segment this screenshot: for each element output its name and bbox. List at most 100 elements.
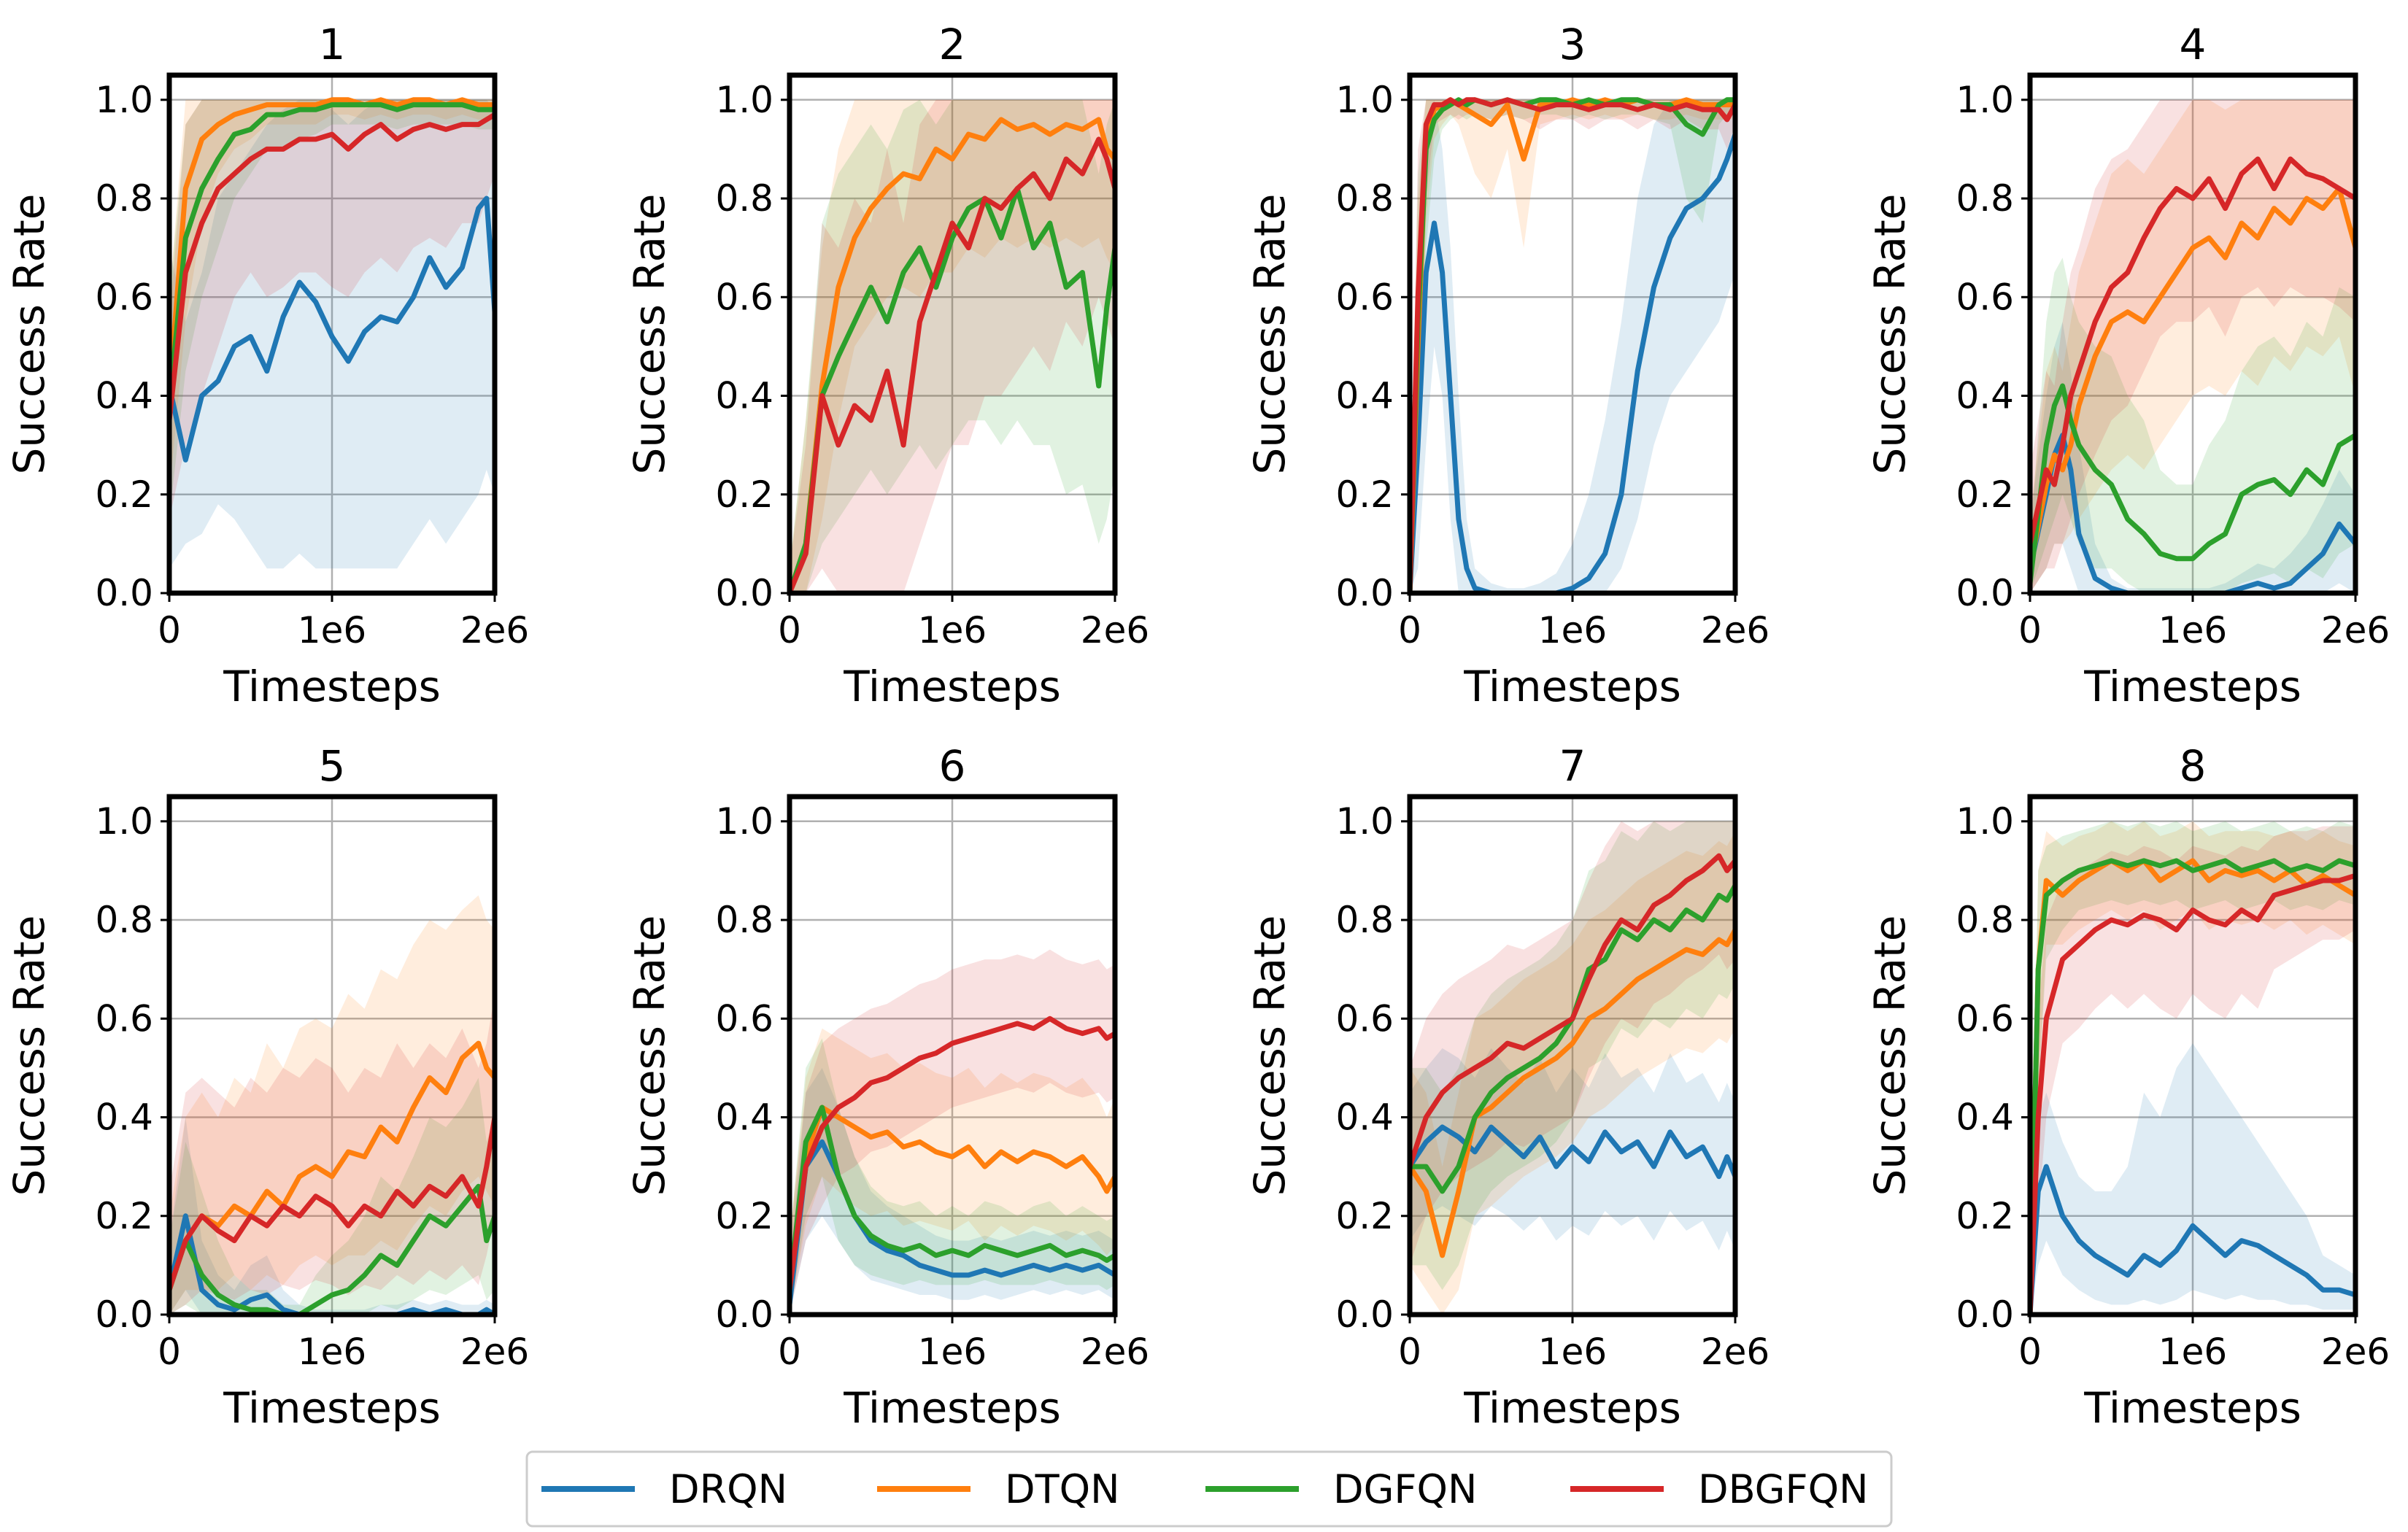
y-tick-label: 0.8 — [1956, 177, 2014, 220]
y-tick-label: 1.0 — [1956, 79, 2014, 121]
subplot-4: 0 1e6 2e6 0.0 0.2 0.4 0.6 0.8 1.0 4 Timesteps Succe… — [1865, 20, 2390, 711]
line-dtqn — [169, 1040, 495, 1293]
line-dgfqn — [169, 1183, 495, 1315]
x-tick-label: 0 — [1398, 1331, 1421, 1373]
line-dgfqn — [790, 186, 1115, 593]
y-axis-label: Success Rate — [4, 916, 54, 1196]
line-dbgfqn — [790, 1015, 1115, 1293]
y-tick-label: 0.0 — [95, 1293, 153, 1336]
subplot-5: 0 1e6 2e6 0.0 0.2 0.4 0.6 0.8 1.0 5 Timesteps Succe… — [4, 741, 529, 1433]
y-axis-label: Success Rate — [1865, 194, 1915, 475]
y-tick-label: 0.6 — [1956, 997, 2014, 1040]
y-tick-label: 0.8 — [1335, 899, 1394, 941]
y-tick-label: 0.2 — [1956, 473, 2014, 516]
y-tick-label: 0.0 — [1956, 1293, 2014, 1336]
line-dgfqn — [1410, 97, 1735, 593]
y-tick-label: 0.0 — [1335, 572, 1394, 614]
x-axis-label: Timesteps — [2083, 662, 2301, 711]
legend: DRQN DTQN DGFQN DBGFQN — [525, 1450, 1893, 1528]
line-dbgfqn — [790, 136, 1115, 593]
y-axis-label: Success Rate — [4, 194, 54, 475]
line-dbgfqn — [169, 112, 495, 423]
y-tick-label: 0.4 — [1956, 1096, 2014, 1139]
x-tick-label: 2e6 — [2321, 609, 2390, 651]
y-tick-label: 1.0 — [715, 79, 773, 121]
x-tick-label: 0 — [778, 1331, 801, 1373]
x-tick-label: 1e6 — [298, 1331, 366, 1373]
x-axis-label: Timesteps — [843, 1383, 1061, 1433]
y-tick-label: 0.4 — [715, 1096, 773, 1139]
legend-entry-drqn: DRQN — [541, 1466, 787, 1512]
y-tick-label: 0.6 — [715, 276, 773, 318]
y-tick-label: 0.0 — [715, 572, 773, 614]
subplot-3: 0 1e6 2e6 0.0 0.2 0.4 0.6 0.8 1.0 3 Timesteps Succe… — [1245, 20, 1770, 711]
subplot-7: 0 1e6 2e6 0.0 0.2 0.4 0.6 0.8 1.0 7 Timesteps Succe… — [1245, 741, 1770, 1433]
line-dbgfqn — [1410, 97, 1735, 593]
x-tick-label: 1e6 — [2158, 1331, 2227, 1373]
band-dtqn — [2030, 99, 2355, 593]
subplot-grid: 0 1e6 2e6 0.0 0.2 0.4 0.6 0.8 1.0 1 Timesteps Succe… — [4, 20, 2390, 1433]
plot-area — [169, 97, 495, 569]
y-tick-label: 0.4 — [1335, 1096, 1394, 1139]
plot-area — [790, 949, 1115, 1315]
line-dbgfqn — [169, 1115, 495, 1293]
line-dtqn — [1410, 927, 1735, 1258]
y-tick-label: 1.0 — [1335, 800, 1394, 843]
y-tick-label: 0.2 — [715, 1195, 773, 1237]
plot-area — [1410, 97, 1735, 593]
band-dtqn — [790, 99, 1115, 593]
y-tick-label: 0.0 — [715, 1293, 773, 1336]
x-tick-label: 0 — [2018, 609, 2042, 651]
y-tick-label: 0.0 — [1956, 572, 2014, 614]
legend-label: DBGFQN — [1698, 1466, 1868, 1512]
line-dbgfqn — [2030, 873, 2355, 1315]
x-axis-label: Timesteps — [2083, 1383, 2301, 1433]
band-dbgfqn — [169, 994, 495, 1315]
band-dbgfqn — [169, 99, 495, 519]
x-axis-label: Timesteps — [223, 1383, 441, 1433]
band-dbgfqn — [2030, 99, 2355, 593]
y-tick-label: 0.0 — [95, 572, 153, 614]
x-tick-label: 2e6 — [1081, 1331, 1149, 1373]
y-tick-label: 0.6 — [1956, 276, 2014, 318]
band-drqn — [169, 1117, 495, 1315]
y-tick-label: 1.0 — [95, 800, 153, 843]
y-tick-label: 0.8 — [95, 899, 153, 941]
band-dgfqn — [2030, 258, 2355, 593]
y-tick-label: 0.6 — [95, 997, 153, 1040]
line-dbgfqn — [1410, 853, 1735, 1169]
subplot-title: 7 — [1559, 741, 1586, 791]
x-tick-label: 2e6 — [1081, 609, 1149, 651]
line-dgfqn — [169, 102, 495, 409]
legend-label: DGFQN — [1333, 1466, 1477, 1512]
band-dgfqn — [169, 1078, 495, 1315]
x-tick-label: 0 — [2018, 1331, 2042, 1373]
y-tick-label: 1.0 — [95, 79, 153, 121]
line-drqn — [1410, 131, 1735, 593]
x-axis-label: Timesteps — [223, 662, 441, 711]
y-axis-label: Success Rate — [625, 194, 674, 475]
y-tick-label: 0.8 — [95, 177, 153, 220]
x-tick-label: 1e6 — [918, 1331, 987, 1373]
x-tick-label: 1e6 — [2158, 609, 2227, 651]
y-tick-label: 1.0 — [1335, 79, 1394, 121]
x-tick-label: 0 — [1398, 609, 1421, 651]
plot-area — [169, 895, 495, 1315]
band-drqn — [1410, 99, 1735, 593]
band-dbgfqn — [2030, 826, 2355, 1315]
y-tick-label: 0.8 — [1956, 899, 2014, 941]
band-dgfqn — [790, 99, 1115, 593]
y-axis-label: Success Rate — [1865, 916, 1915, 1196]
x-tick-label: 2e6 — [1701, 609, 1770, 651]
band-dgfqn — [790, 1038, 1115, 1315]
y-tick-label: 0.6 — [1335, 276, 1394, 318]
y-tick-label: 0.2 — [95, 473, 153, 516]
subplot-1: 0 1e6 2e6 0.0 0.2 0.4 0.6 0.8 1.0 1 Timesteps Succe… — [4, 20, 529, 711]
band-dtqn — [169, 895, 495, 1315]
legend-label: DRQN — [669, 1466, 787, 1512]
plot-area — [2030, 821, 2355, 1315]
x-tick-label: 1e6 — [918, 609, 987, 651]
y-tick-label: 0.2 — [1956, 1195, 2014, 1237]
x-tick-label: 2e6 — [460, 609, 529, 651]
